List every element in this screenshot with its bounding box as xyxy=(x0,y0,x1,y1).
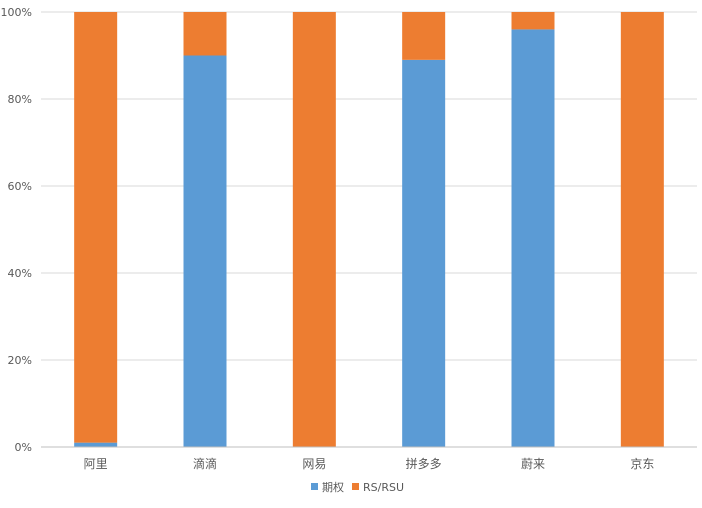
bar-rs-rsu-1 xyxy=(183,12,227,56)
legend-label: RS/RSU xyxy=(363,481,404,494)
bar-rs-rsu-2 xyxy=(292,12,336,447)
x-category-label: 网易 xyxy=(302,457,326,471)
x-axis-category-labels: 阿里 滴滴 网易 拼多多 蔚来 京东 xyxy=(84,456,655,471)
y-tick-label: 40% xyxy=(8,267,32,280)
bar-options-4 xyxy=(511,29,555,448)
legend-swatch xyxy=(352,483,359,490)
x-category-label: 京东 xyxy=(630,457,654,471)
bar-rs-rsu-5 xyxy=(620,12,664,447)
y-tick-label: 20% xyxy=(8,354,32,367)
x-category-label: 阿里 xyxy=(84,457,108,471)
bar-options-0 xyxy=(74,442,118,447)
y-tick-label: 60% xyxy=(8,180,32,193)
bar-options-1 xyxy=(183,55,227,447)
y-axis-tick-labels: 0% 20% 40% 60% 80% 100% xyxy=(1,6,32,454)
y-tick-label: 80% xyxy=(8,93,32,106)
bar-rs-rsu-4 xyxy=(511,12,555,30)
x-category-label: 蔚来 xyxy=(521,457,545,471)
x-category-label: 拼多多 xyxy=(406,457,442,471)
bars xyxy=(74,12,664,448)
legend-label: 期权 xyxy=(322,481,344,494)
bar-rs-rsu-3 xyxy=(402,12,446,60)
x-category-label: 滴滴 xyxy=(193,456,217,471)
y-tick-label: 0% xyxy=(15,441,32,454)
bar-options-3 xyxy=(402,59,446,447)
legend-swatch xyxy=(311,483,318,490)
y-tick-label: 100% xyxy=(1,6,32,19)
legend: 期权 RS/RSU xyxy=(311,481,404,494)
bar-rs-rsu-0 xyxy=(74,12,118,443)
gridlines xyxy=(41,11,697,361)
